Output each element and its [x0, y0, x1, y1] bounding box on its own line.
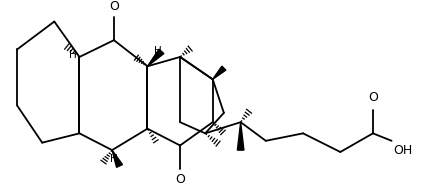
Text: H: H [69, 50, 77, 60]
Polygon shape [237, 122, 244, 150]
Text: H: H [110, 154, 118, 164]
Polygon shape [148, 49, 164, 66]
Text: H: H [154, 46, 162, 56]
Polygon shape [112, 150, 123, 167]
Text: O: O [368, 91, 378, 105]
Polygon shape [213, 66, 226, 79]
Text: O: O [175, 174, 185, 186]
Text: OH: OH [393, 144, 413, 157]
Text: O: O [109, 0, 119, 13]
